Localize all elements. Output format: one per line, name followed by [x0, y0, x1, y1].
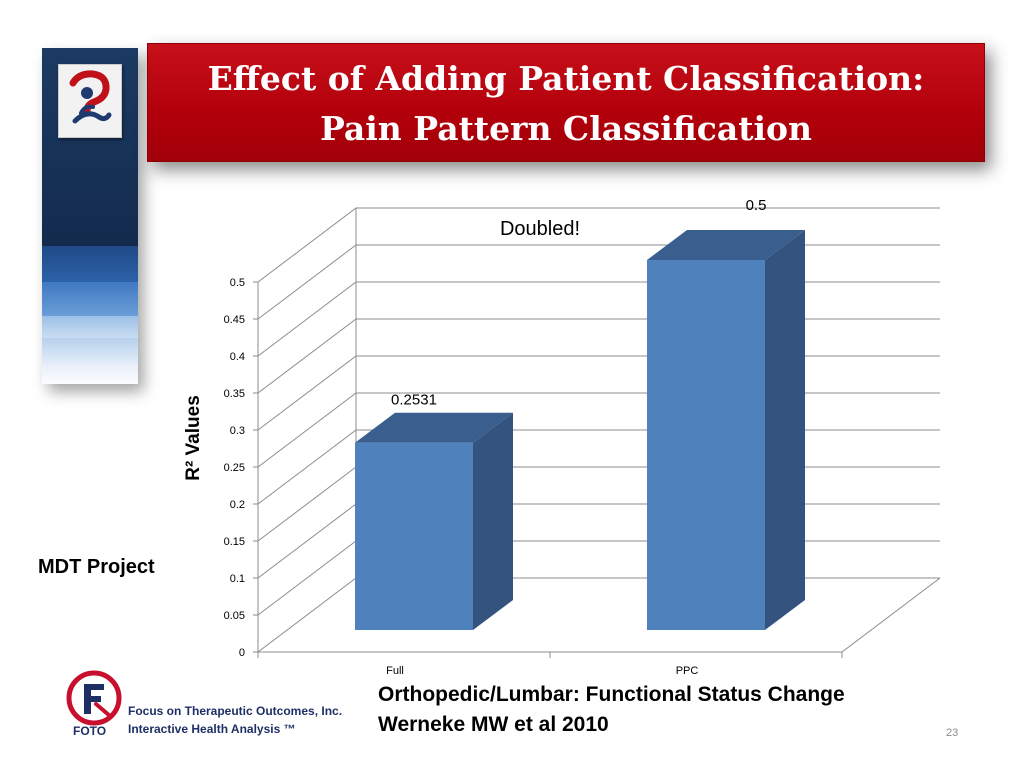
gridline — [257, 207, 940, 283]
bar-top-face — [355, 412, 513, 443]
band-strip — [42, 316, 138, 338]
title-line-2: Pain Pattern Classification — [319, 109, 813, 148]
bar-front-face — [355, 442, 473, 630]
bar-front-face — [647, 260, 765, 630]
x-tick-label: Full — [386, 665, 404, 677]
y-tick-label: 0.5 — [230, 277, 245, 289]
chart-labels: 0 0.05 0.1 0.15 0.2 0.25 0.3 0.35 0.4 0.45 0.5 0.25… — [224, 197, 767, 677]
data-label: 0.2531 — [391, 392, 437, 409]
chart-gridlines — [257, 207, 940, 653]
bar — [355, 412, 513, 630]
foto-logo-icon — [66, 670, 122, 726]
bar-side-face — [473, 412, 513, 630]
foto-tagline: Interactive Health Analysis ™ — [128, 722, 296, 736]
question-mark-icon — [69, 70, 112, 124]
y-tick-label: 0 — [239, 647, 245, 659]
y-tick-label: 0.25 — [224, 462, 245, 474]
x-tick-label: PPC — [676, 665, 699, 677]
bar-top-face — [647, 230, 805, 260]
footer-line-1: Orthopedic/Lumbar: Functional Status Cha… — [378, 683, 845, 706]
y-tick-label: 0.35 — [224, 388, 245, 400]
title-banner: Effect of Adding Patient Classification:… — [147, 43, 985, 162]
y-tick-label: 0.2 — [230, 499, 245, 511]
title-line-1: Effect of Adding Patient Classification: — [207, 59, 925, 98]
question-mark-logo — [58, 64, 122, 138]
y-tick-label: 0.05 — [224, 610, 245, 622]
slide-number: 23 — [946, 727, 959, 739]
band-strip — [42, 282, 138, 316]
y-tick-label: 0.3 — [230, 425, 245, 437]
chart-annotation: Doubled! — [500, 218, 580, 240]
chart-bars — [355, 230, 805, 630]
slide-title: Effect of Adding Patient Classification:… — [148, 54, 984, 154]
bar — [647, 230, 805, 630]
footer-line-2: Werneke MW et al 2010 — [378, 713, 609, 736]
side-label: MDT Project — [38, 556, 155, 578]
y-axis-label: R² Values — [183, 395, 204, 481]
y-tick-label: 0.4 — [230, 351, 245, 363]
y-tick-label: 0.45 — [224, 314, 245, 326]
chart-axes — [253, 281, 843, 658]
band-strip — [42, 364, 138, 384]
y-tick-label: 0.1 — [230, 573, 245, 585]
y-tick-label: 0.15 — [224, 536, 245, 548]
bar-side-face — [765, 230, 805, 630]
data-label: 0.5 — [746, 197, 767, 214]
band-strip — [42, 246, 138, 282]
band-strip — [42, 338, 138, 364]
foto-wordmark: FOTO — [73, 724, 107, 738]
foto-company-name: Focus on Therapeutic Outcomes, Inc. — [128, 704, 343, 718]
